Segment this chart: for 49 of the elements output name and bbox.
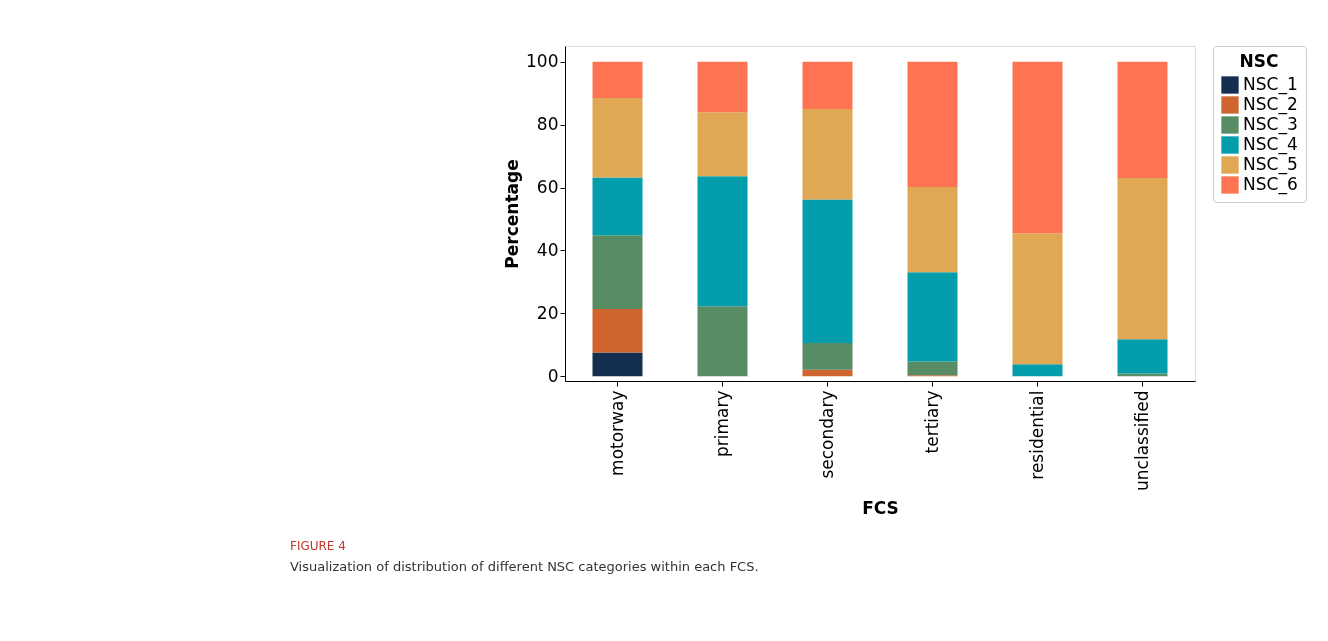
bar bbox=[907, 186, 958, 273]
bar bbox=[1117, 61, 1168, 179]
bar bbox=[592, 308, 643, 353]
x-tick-label: tertiary bbox=[921, 390, 942, 454]
bar bbox=[697, 176, 748, 307]
bar bbox=[1117, 339, 1168, 374]
bar bbox=[802, 342, 853, 370]
x-axis-title: FCS bbox=[862, 497, 899, 518]
bar bbox=[1012, 61, 1063, 234]
bar bbox=[592, 235, 643, 309]
x-tick-label: motorway bbox=[606, 390, 627, 476]
bar bbox=[1117, 373, 1168, 377]
bar bbox=[907, 272, 958, 362]
bar bbox=[802, 108, 853, 200]
bar bbox=[907, 61, 958, 187]
bar bbox=[1117, 178, 1168, 340]
bar bbox=[697, 306, 748, 377]
bar bbox=[802, 61, 853, 109]
bar bbox=[907, 361, 958, 376]
bar bbox=[1012, 364, 1063, 377]
legend-label: NSC_1 bbox=[1243, 74, 1298, 95]
bar bbox=[802, 369, 853, 377]
legend-label: NSC_3 bbox=[1243, 114, 1298, 135]
bar bbox=[592, 97, 643, 178]
x-tick-label: secondary bbox=[816, 390, 837, 479]
caption: FIGURE 4 bbox=[290, 539, 346, 553]
bar bbox=[1012, 233, 1063, 365]
legend-title: NSC bbox=[1239, 51, 1279, 71]
legend-label: NSC_2 bbox=[1243, 94, 1298, 115]
x-tick-label: unclassified bbox=[1131, 390, 1152, 491]
bar bbox=[592, 177, 643, 236]
y-tick-label: 40 bbox=[536, 239, 559, 260]
y-tick-label: 20 bbox=[536, 302, 559, 323]
x-tick-label: primary bbox=[711, 390, 732, 458]
y-tick-label: 0 bbox=[547, 365, 559, 386]
legend-label: NSC_6 bbox=[1243, 174, 1298, 195]
bar bbox=[697, 61, 748, 113]
y-tick-label: 80 bbox=[536, 114, 559, 135]
text: Visualization of distribution of different NSC categories within each FCS. bbox=[290, 559, 759, 574]
legend-label: NSC_5 bbox=[1243, 154, 1298, 175]
y-tick-label: 100 bbox=[526, 51, 559, 72]
legend-label: NSC_4 bbox=[1243, 134, 1298, 155]
bar bbox=[697, 112, 748, 177]
bar bbox=[592, 352, 643, 377]
bar bbox=[802, 199, 853, 343]
y-tick-label: 60 bbox=[536, 177, 559, 198]
bar bbox=[592, 61, 643, 98]
x-tick-label: residential bbox=[1026, 390, 1047, 480]
y-axis-title: Percentage bbox=[502, 159, 523, 269]
